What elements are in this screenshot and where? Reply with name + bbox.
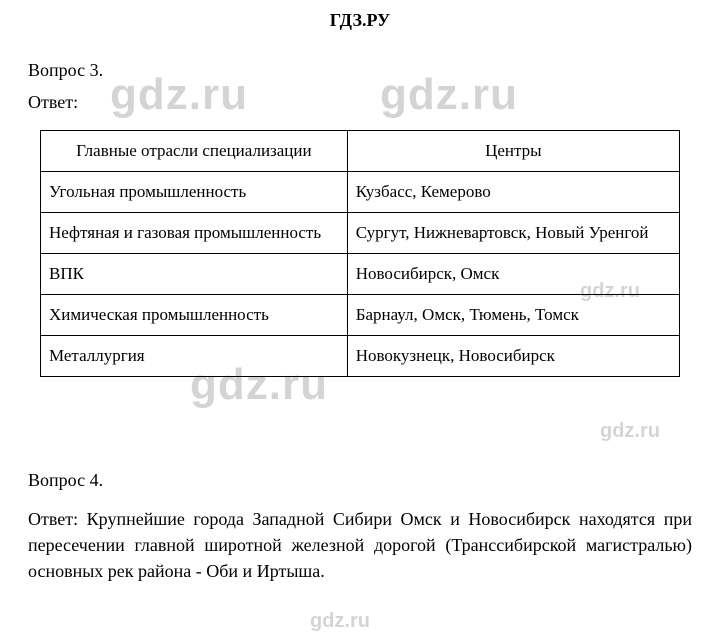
table-cell: Барнаул, Омск, Тюмень, Томск <box>347 295 679 336</box>
table-cell: ВПК <box>41 254 348 295</box>
table-row: ВПК Новосибирск, Омск <box>41 254 680 295</box>
table-cell: Новосибирск, Омск <box>347 254 679 295</box>
table-cell: Металлургия <box>41 336 348 377</box>
table-cell: Химическая промышленность <box>41 295 348 336</box>
table-cell: Кузбасс, Кемерово <box>347 172 679 213</box>
question-4-label: Вопрос 4. <box>28 470 692 491</box>
table-row: Химическая промышленность Барнаул, Омск,… <box>41 295 680 336</box>
question-3-answer-label: Ответ: <box>28 92 692 113</box>
table-header-cell: Главные отрасли специализации <box>41 131 348 172</box>
table-cell: Новокузнецк, Новосибирск <box>347 336 679 377</box>
table-cell: Сургут, Нижневартовск, Новый Уренгой <box>347 213 679 254</box>
question-3-label: Вопрос 3. <box>28 60 692 81</box>
table-row: Нефтяная и газовая промышленность Сургут… <box>41 213 680 254</box>
page-title: ГДЗ.РУ <box>0 10 720 31</box>
question-4-answer: Ответ: Крупнейшие города Западной Сибири… <box>28 506 692 584</box>
specialization-table: Главные отрасли специализации Центры Уго… <box>40 130 680 377</box>
table-header-row: Главные отрасли специализации Центры <box>41 131 680 172</box>
table-cell: Угольная промышленность <box>41 172 348 213</box>
table-row: Металлургия Новокузнецк, Новосибирск <box>41 336 680 377</box>
table-header-cell: Центры <box>347 131 679 172</box>
table-cell: Нефтяная и газовая промышленность <box>41 213 348 254</box>
table-row: Угольная промышленность Кузбасс, Кемеров… <box>41 172 680 213</box>
watermark-text: gdz.ru <box>310 610 370 633</box>
watermark-text: gdz.ru <box>600 420 660 443</box>
